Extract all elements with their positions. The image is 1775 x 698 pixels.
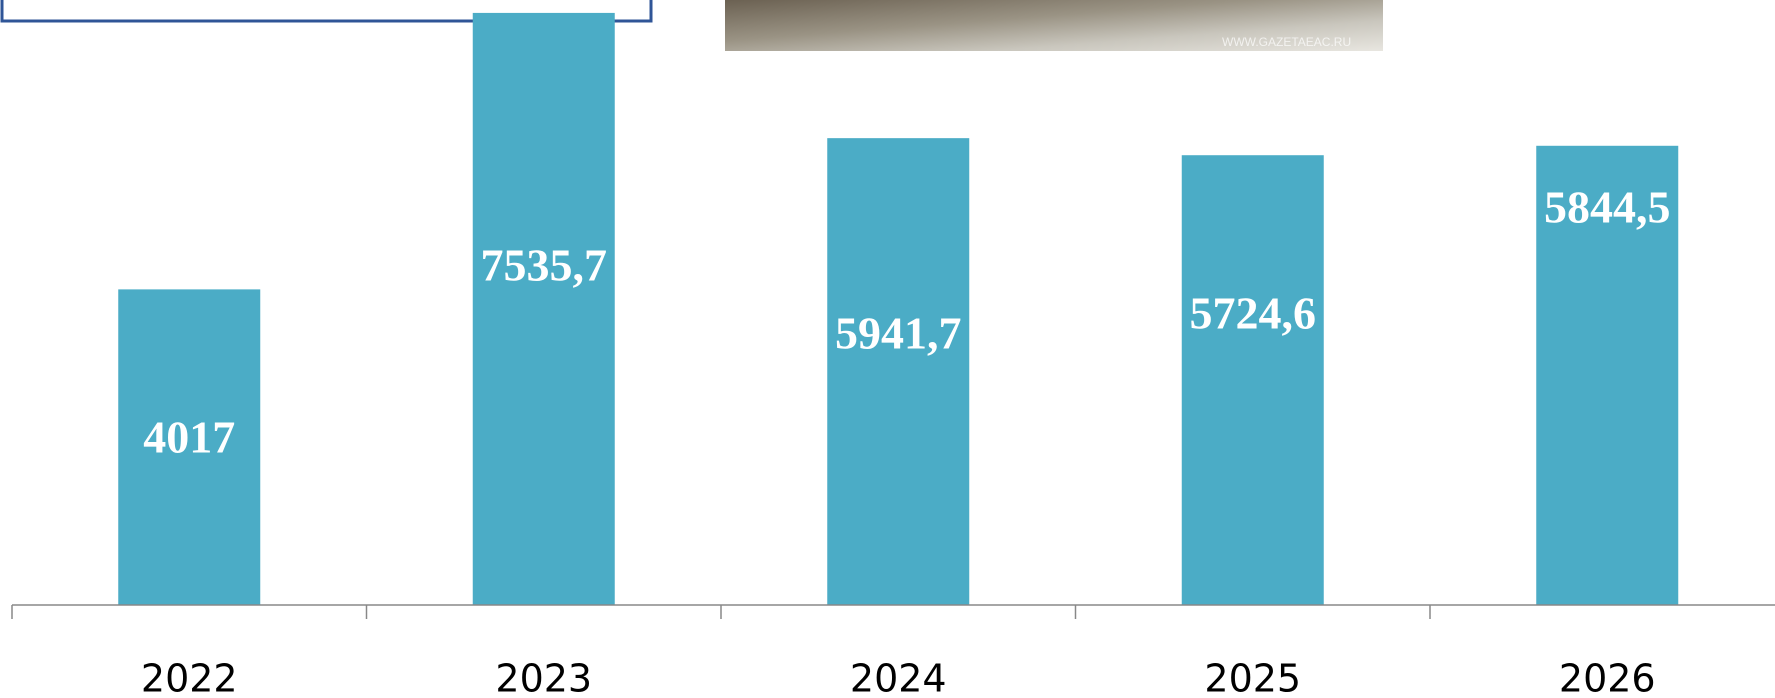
bar — [827, 138, 970, 605]
plot-area: 4017 2022 7535,7 2023 5941,7 2024 5724,6 2025 58… — [11, 12, 1775, 698]
watermark: WWW.GAZETAEAC.RU — [1222, 35, 1351, 49]
bar — [1536, 145, 1679, 605]
value-label: 7535,7 — [481, 240, 608, 291]
x-tick-label: 2024 — [850, 657, 947, 698]
value-label: 5844,5 — [1544, 182, 1671, 233]
x-tick-label: 2023 — [495, 657, 592, 698]
bar — [472, 12, 615, 605]
bar — [118, 289, 261, 605]
photo — [725, 0, 1383, 51]
value-label: 4017 — [143, 412, 235, 463]
value-label: 5724,6 — [1190, 288, 1317, 339]
x-tick-label: 2026 — [1559, 657, 1656, 698]
value-label: 5941,7 — [835, 308, 962, 359]
x-tick-label: 2025 — [1204, 657, 1301, 698]
bar — [1181, 155, 1324, 605]
x-tick-label: 2022 — [141, 657, 238, 698]
